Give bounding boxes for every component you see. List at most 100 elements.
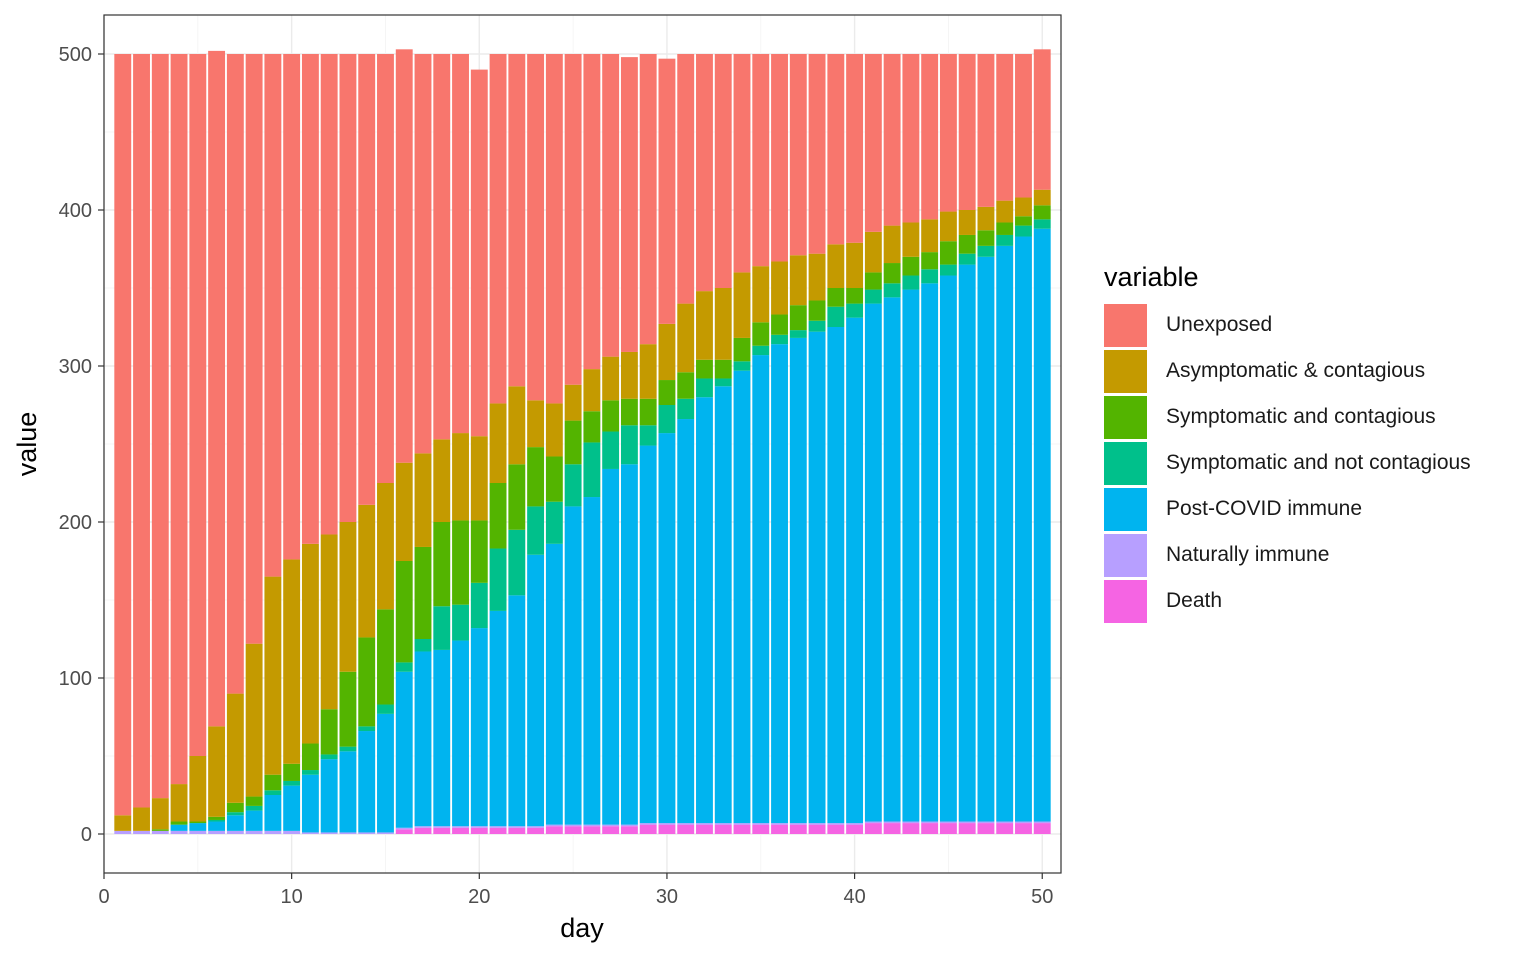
bar-segment-death <box>977 823 995 834</box>
bar-segment-post-covid-immune <box>902 289 920 822</box>
bar-segment-post-covid-immune <box>226 815 244 831</box>
bar-segment-asymptomatic-contagious <box>151 798 169 830</box>
bar-segment-symptomatic-and-contagious <box>564 420 582 465</box>
legend-item: Death <box>1104 578 1471 624</box>
bar-segment-asymptomatic-contagious <box>245 643 263 797</box>
bar-segment-naturally-immune <box>433 826 451 828</box>
x-axis-title: day <box>560 913 604 943</box>
bar-segment-naturally-immune <box>470 826 488 828</box>
bar-segment-symptomatic-and-not-contagious <box>508 529 526 596</box>
bar-segment-post-covid-immune <box>395 671 413 828</box>
bar-segment-symptomatic-and-contagious <box>301 743 319 771</box>
bar-segment-symptomatic-and-not-contagious <box>470 582 488 629</box>
bar-segment-post-covid-immune <box>377 713 394 833</box>
bar-segment-naturally-immune <box>864 821 882 824</box>
bar-segment-post-covid-immune <box>996 245 1014 822</box>
bar-segment-asymptomatic-contagious <box>658 323 676 381</box>
bar-segment-unexposed <box>264 54 282 577</box>
bar-segment-unexposed <box>602 54 620 357</box>
bar-segment-asymptomatic-contagious <box>883 225 901 264</box>
bar-segment-post-covid-immune <box>545 543 563 825</box>
bar-segment-symptomatic-and-contagious <box>245 796 263 806</box>
bar-segment-naturally-immune <box>583 824 601 827</box>
bar-segment-unexposed <box>583 54 601 370</box>
legend-label: Unexposed <box>1166 313 1273 336</box>
bar-segment-asymptomatic-contagious <box>939 211 957 242</box>
bar-segment-symptomatic-and-not-contagious <box>433 606 451 650</box>
bar-segment-unexposed <box>902 54 920 223</box>
bar-segment-death <box>883 823 901 834</box>
bar-segment-symptomatic-and-not-contagious <box>846 303 864 318</box>
bar-segment-naturally-immune <box>1033 821 1051 824</box>
bar-segment-asymptomatic-contagious <box>545 403 563 457</box>
bar-segment-asymptomatic-contagious <box>977 206 995 231</box>
bar-segment-unexposed <box>433 54 451 440</box>
bar-segment-symptomatic-and-not-contagious <box>226 812 244 816</box>
bar-segment-post-covid-immune <box>789 337 807 824</box>
bar-segment-naturally-immune <box>921 821 939 824</box>
bar-segment-symptomatic-and-not-contagious <box>208 819 226 822</box>
bar-segment-post-covid-immune <box>245 810 263 831</box>
bar-segment-symptomatic-and-not-contagious <box>658 405 676 434</box>
bar-segment-symptomatic-and-not-contagious <box>696 378 713 398</box>
bar-segment-asymptomatic-contagious <box>508 386 526 465</box>
axes: 0 100 200 300 400 500 0 10 20 30 40 50 <box>59 44 1054 908</box>
bar-segment-naturally-immune <box>545 824 563 827</box>
bar-segment-symptomatic-and-contagious <box>864 272 882 290</box>
bar-segment-naturally-immune <box>527 826 545 828</box>
bar-segment-asymptomatic-contagious <box>433 439 451 522</box>
bar-segment-post-covid-immune <box>170 824 188 831</box>
bar-segment-naturally-immune <box>846 823 864 825</box>
bar-segment-unexposed <box>696 54 713 292</box>
bar-segment-death <box>827 824 845 834</box>
bar-segment-asymptomatic-contagious <box>827 244 845 288</box>
bar-segment-asymptomatic-contagious <box>771 261 788 315</box>
bar-segment-death <box>508 827 526 834</box>
bar-segment-symptomatic-and-contagious <box>320 709 338 755</box>
y-tick-label: 300 <box>59 356 92 378</box>
bar-segment-unexposed <box>452 54 469 434</box>
bar-segment-asymptomatic-contagious <box>564 384 582 421</box>
bar-segment-symptomatic-and-not-contagious <box>677 398 695 420</box>
bar-segment-unexposed <box>527 54 545 401</box>
bar-segment-asymptomatic-contagious <box>339 522 357 672</box>
bar-segment-naturally-immune <box>958 821 976 824</box>
bar-segment-symptomatic-and-not-contagious <box>602 431 620 469</box>
bar-segment-symptomatic-and-not-contagious <box>958 253 976 265</box>
bar-segment-symptomatic-and-not-contagious <box>377 704 394 714</box>
bar-segment-symptomatic-and-contagious <box>883 263 901 284</box>
x-tick-label: 40 <box>843 886 865 908</box>
bar-segment-unexposed <box>377 54 394 483</box>
bar-segment-naturally-immune <box>151 830 169 834</box>
bar-segment-naturally-immune <box>752 823 770 825</box>
bar-segment-death <box>808 824 826 834</box>
bar-segment-symptomatic-and-not-contagious <box>939 264 957 276</box>
bar-segment-symptomatic-and-contagious <box>1033 205 1051 220</box>
bar-segment-death <box>921 823 939 834</box>
bar-segment-death <box>846 824 864 834</box>
bar-segment-unexposed <box>827 54 845 245</box>
bar-segment-post-covid-immune <box>508 595 526 827</box>
bar-segment-asymptomatic-contagious <box>752 266 770 323</box>
bar-segment-post-covid-immune <box>864 303 882 822</box>
bar-segment-post-covid-immune <box>583 497 601 825</box>
bar-segment-asymptomatic-contagious <box>864 231 882 273</box>
bar-segment-asymptomatic-contagious <box>414 453 432 547</box>
bar-segment-symptomatic-and-contagious <box>208 816 226 820</box>
bar-segment-symptomatic-and-not-contagious <box>395 662 413 672</box>
bar-segment-post-covid-immune <box>320 759 338 833</box>
bar-segment-unexposed <box>658 58 676 324</box>
bar-segment-death <box>789 824 807 834</box>
bar-segment-symptomatic-and-not-contagious <box>808 320 826 332</box>
bar-segment-symptomatic-and-not-contagious <box>264 790 282 795</box>
bar-segment-post-covid-immune <box>771 344 788 824</box>
bar-segment-asymptomatic-contagious <box>846 242 864 288</box>
bar-segment-naturally-immune <box>696 823 713 825</box>
bar-segment-unexposed <box>133 54 150 808</box>
bar-segment-unexposed <box>958 54 976 210</box>
bar-segment-naturally-immune <box>602 824 620 827</box>
bar-segment-post-covid-immune <box>958 264 976 822</box>
bar-segment-symptomatic-and-contagious <box>414 546 432 639</box>
bar-segment-symptomatic-and-contagious <box>827 288 845 307</box>
bar-segment-asymptomatic-contagious <box>620 351 638 399</box>
